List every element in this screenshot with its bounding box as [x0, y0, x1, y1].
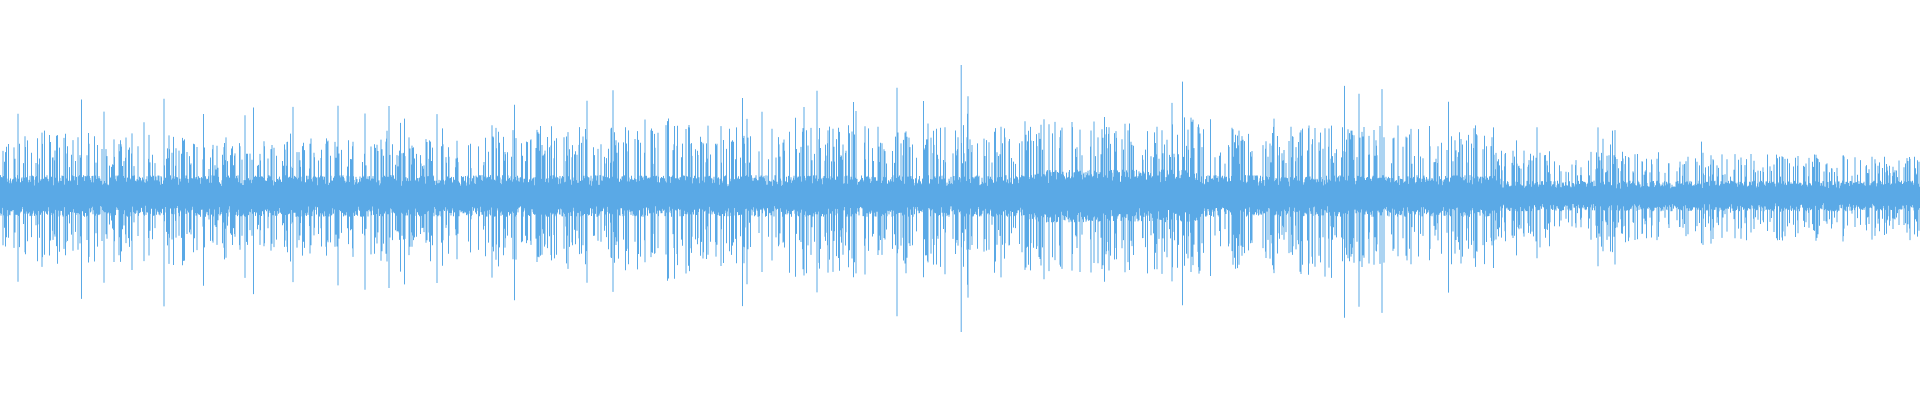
- waveform: [0, 65, 1920, 332]
